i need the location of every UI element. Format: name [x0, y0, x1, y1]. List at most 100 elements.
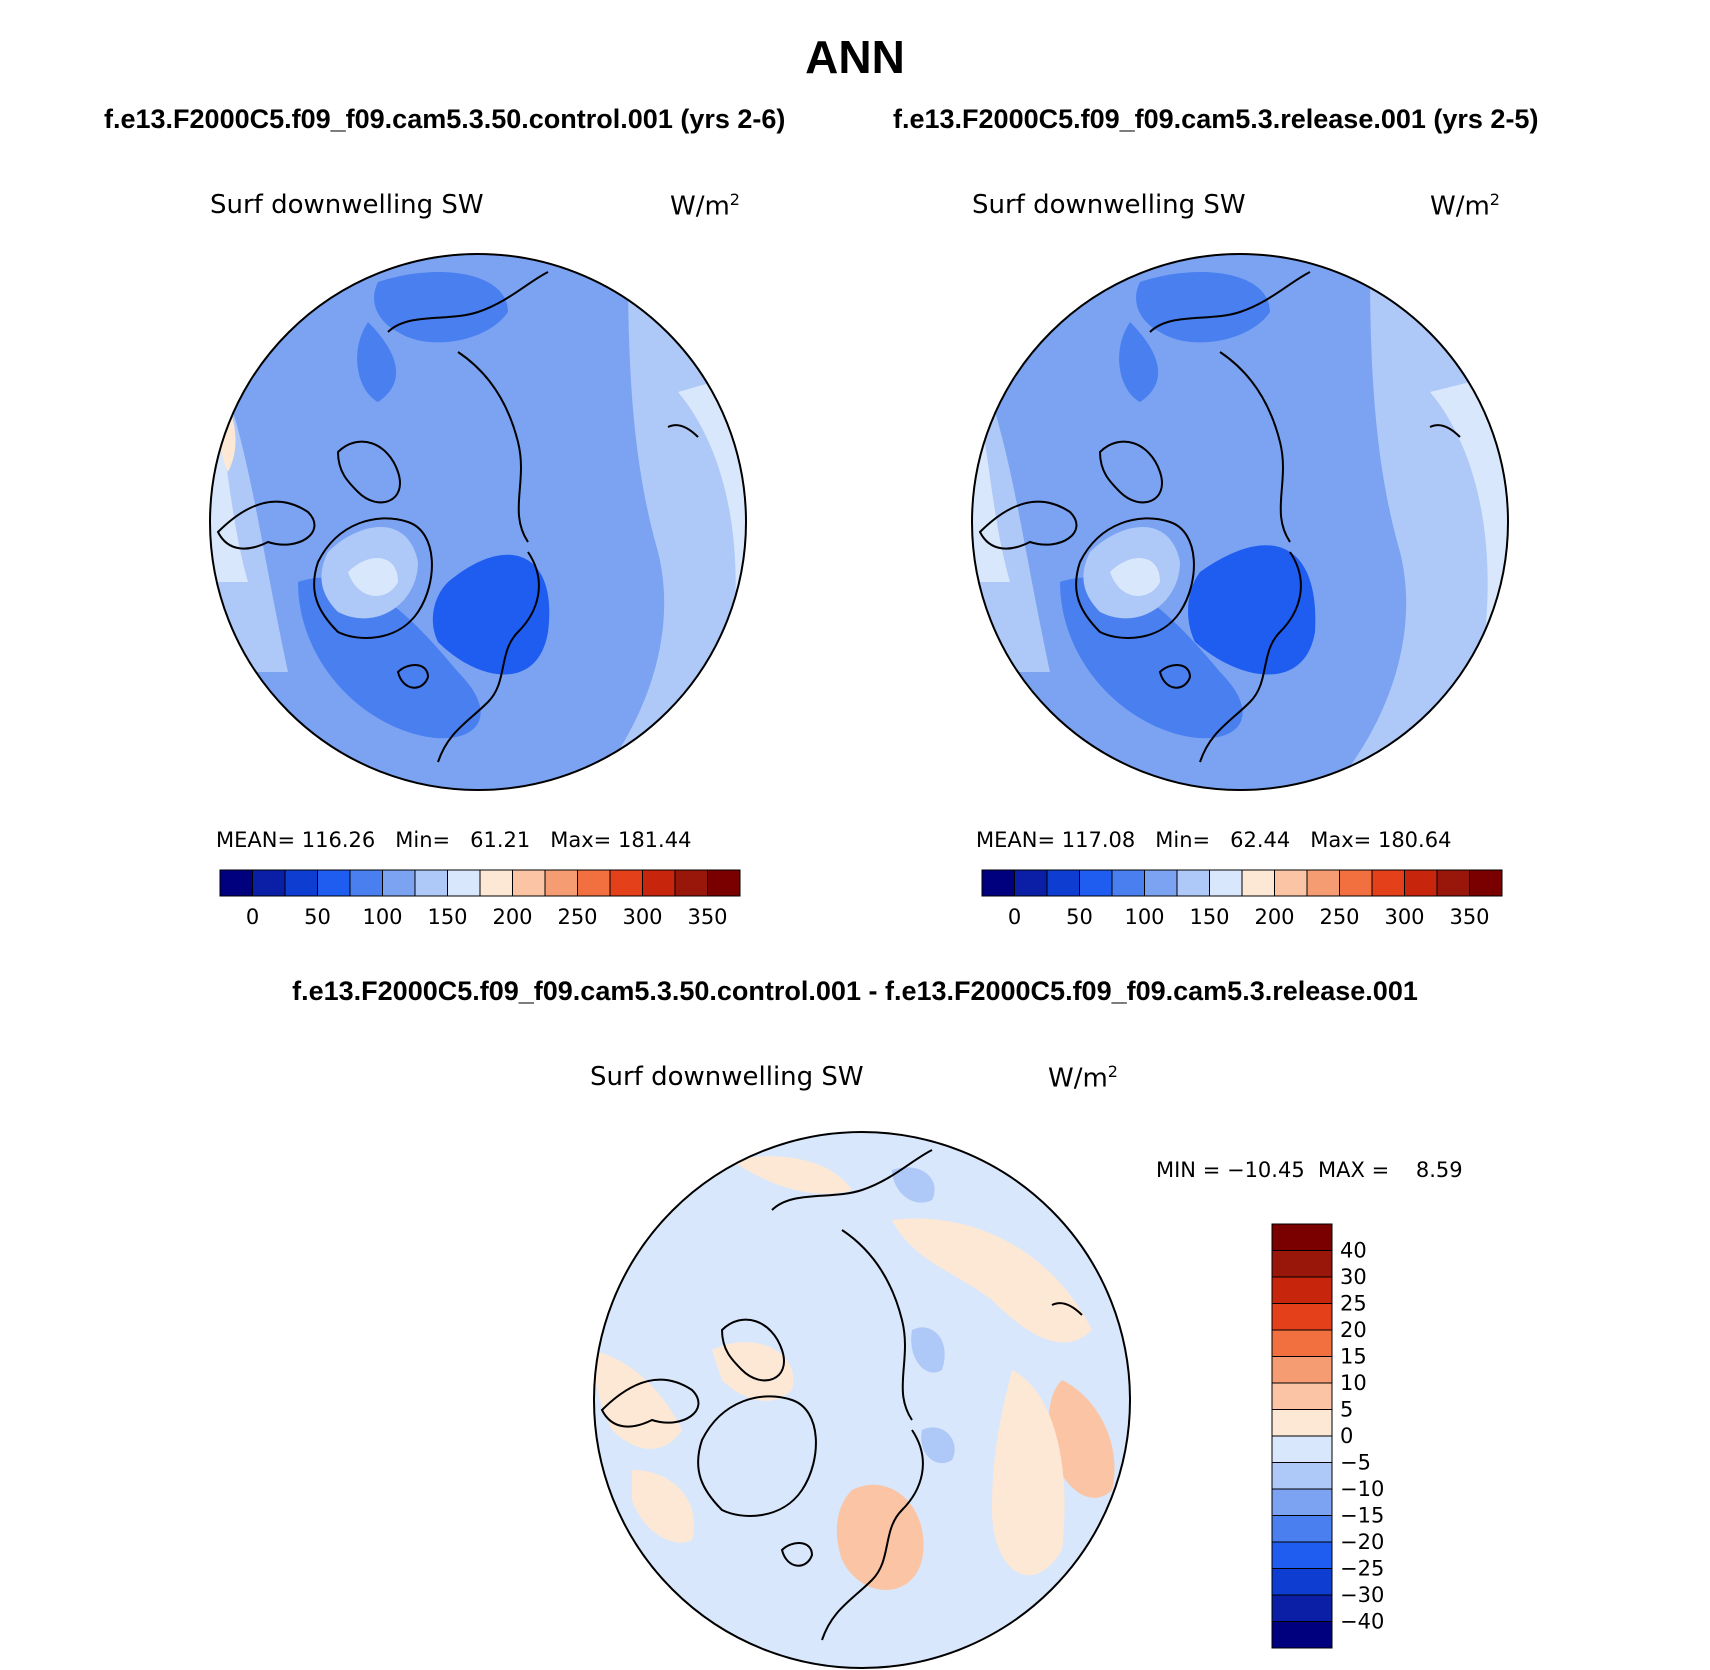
colorbar-cell [512, 869, 546, 897]
colorbar-cell [1271, 1594, 1333, 1622]
colorbar-tick-label: −10 [1340, 1477, 1384, 1501]
difference-title: f.e13.F2000C5.f09_f09.cam5.3.50.control.… [292, 976, 1418, 1006]
colorbar-tick-label: 15 [1340, 1345, 1367, 1369]
colorbar-cell [1271, 1462, 1333, 1490]
colorbar-cell [1271, 1303, 1333, 1331]
colorbar-cell [1271, 1223, 1333, 1251]
colorbar-cell [1241, 869, 1275, 897]
colorbar-cell [1079, 869, 1113, 897]
greenland-coast [697, 1395, 817, 1517]
colorbar-cell [479, 869, 513, 897]
colorbar-cell [1271, 1409, 1333, 1437]
colorbar-tick-label: 300 [622, 905, 662, 929]
canada-coast [216, 500, 316, 550]
archipelago-positive [712, 1342, 794, 1401]
siberia-coast [1149, 271, 1311, 333]
colorbar-tick-label: 200 [1254, 905, 1294, 929]
colorbar-cell [414, 869, 448, 897]
colorbar-tick-label: 0 [1340, 1424, 1353, 1448]
siberia-low [1136, 272, 1270, 343]
colorbar-cell [1271, 1435, 1333, 1463]
colorbar-panel1: 0 50 100 150 200 250 300 350 [219, 869, 741, 929]
siberia-coast [387, 271, 549, 333]
colorbar-cell [1271, 1621, 1333, 1649]
colorbar-cell [349, 869, 383, 897]
panel1-units-label: W/m2 [670, 190, 740, 222]
map-panel1 [209, 253, 747, 791]
canada-coast [978, 500, 1078, 550]
iceland-coast [1158, 664, 1192, 689]
greenland-peak [1110, 558, 1160, 596]
positive-patch-2 [1049, 1380, 1115, 1498]
greenland-coast [313, 517, 433, 639]
colorbar-cell [1339, 869, 1373, 897]
colorbar-cell [1271, 1276, 1333, 1304]
colorbar-tick-label: −40 [1340, 1610, 1384, 1634]
archipelago-coast [1098, 440, 1163, 504]
canada-coast [600, 1378, 700, 1428]
west-positive [632, 1470, 694, 1543]
atlantic-low [298, 577, 481, 739]
colorbar-tick-label: −30 [1340, 1583, 1384, 1607]
colorbar-cell [1469, 869, 1503, 897]
colorbar-cell [707, 869, 741, 897]
colorbar-tick-label: 200 [492, 905, 532, 929]
russia-coast [1219, 351, 1291, 543]
colorbar-cell [1271, 1568, 1333, 1596]
colorbar-tick-label: 25 [1340, 1292, 1367, 1316]
colorbar-tick-label: 350 [1449, 905, 1489, 929]
colorbar-cell [674, 869, 708, 897]
negative-patch-2 [921, 1427, 955, 1464]
panel2-stats: MEAN= 117.08 Min= 62.44 Max= 180.64 [976, 828, 1452, 852]
colorbar-cell [382, 869, 416, 897]
colorbar-tick-label: 30 [1340, 1265, 1367, 1289]
colorbar-cell [317, 869, 351, 897]
colorbar-cell [1046, 869, 1080, 897]
atlantic-min [1188, 545, 1316, 675]
archipelago-coast [336, 440, 401, 504]
colorbar-tick-label: −15 [1340, 1504, 1384, 1528]
colorbar-cell [1144, 869, 1178, 897]
colorbar-cell [1371, 869, 1405, 897]
colorbar-tick-label: 0 [246, 905, 259, 929]
colorbar-tick-label: 0 [1008, 905, 1021, 929]
colorbar-cell [219, 869, 253, 897]
panel1-variable-label: Surf downwelling SW [210, 190, 484, 220]
colorbar-cell [284, 869, 318, 897]
negative-patch-3 [892, 1167, 935, 1203]
map-panel3 [593, 1131, 1131, 1669]
positive-patch-3 [992, 1370, 1065, 1576]
atlantic-min [432, 554, 550, 675]
colorbar-tick-label: 40 [1340, 1239, 1367, 1263]
archipelago-coast [720, 1318, 785, 1382]
colorbar-cell [1111, 869, 1145, 897]
map-border [209, 253, 747, 791]
colorbar-cell [1271, 1329, 1333, 1357]
figure-title: ANN [805, 31, 905, 83]
iceland-coast [780, 1542, 814, 1567]
colorbar-tick-label: 350 [687, 905, 727, 929]
colorbar-tick-label: 150 [1189, 905, 1229, 929]
colorbar-cell [1271, 1515, 1333, 1543]
north-positive [732, 1156, 852, 1194]
panel2-variable-label: Surf downwelling SW [972, 190, 1246, 220]
colorbar-cell [1306, 869, 1340, 897]
colorbar-tick-label: 250 [1319, 905, 1359, 929]
colorbar-cell [1271, 1541, 1333, 1569]
positive-patch-1 [892, 1218, 1092, 1343]
colorbar-tick-label: 20 [1340, 1318, 1367, 1342]
colorbar-tick-label: 50 [304, 905, 331, 929]
colorbar-cell [1271, 1488, 1333, 1516]
colorbar-tick-label: −5 [1340, 1451, 1371, 1475]
case1-title: f.e13.F2000C5.f09_f09.cam5.3.50.control.… [104, 104, 786, 134]
greenland-coast [1075, 517, 1195, 639]
siberia-coast [771, 1149, 933, 1211]
colorbar-cell [1014, 869, 1048, 897]
colorbar-cell [252, 869, 286, 897]
colorbar-cell [1176, 869, 1210, 897]
colorbar-cell [1271, 1382, 1333, 1410]
colorbar-cell [447, 869, 481, 897]
negative-patch-1 [911, 1327, 945, 1373]
greenland-peak [348, 558, 398, 596]
